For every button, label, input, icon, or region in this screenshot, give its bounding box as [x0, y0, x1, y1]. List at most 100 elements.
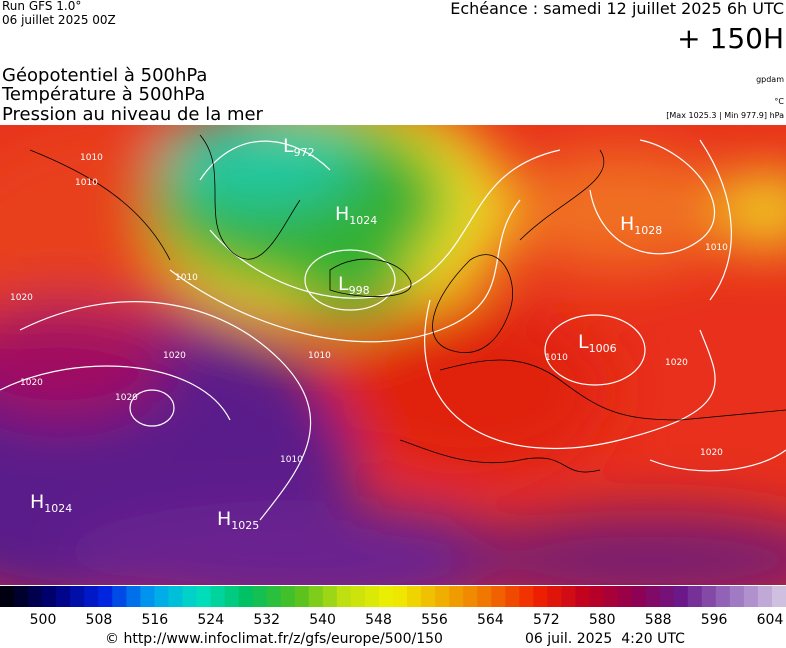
center-letter: H [335, 203, 349, 225]
colorbar-cell [280, 586, 296, 607]
center-value: 1006 [589, 342, 617, 355]
colorbar-cell [140, 586, 155, 607]
colorbar-cell [266, 586, 282, 607]
footer-date: 06 juil. 2025 4:20 UTC [525, 631, 685, 647]
colorbar-cell [463, 586, 478, 607]
svg-text:H1025: H1025 [217, 508, 259, 532]
colorbar-cell [364, 586, 380, 607]
colorbar-cell [477, 586, 492, 607]
svg-text:L1006: L1006 [578, 331, 617, 355]
colorbar-cell [659, 586, 675, 607]
svg-text:H1028: H1028 [620, 213, 662, 237]
isobar-label: 1010 [175, 273, 198, 283]
colorbar-cell [182, 586, 197, 607]
colorbar-cell [84, 586, 99, 607]
colorbar-cell [743, 586, 759, 607]
colorbar-cell [98, 586, 113, 607]
colorbar-cell [617, 586, 633, 607]
map [0, 125, 786, 585]
colorbar-cell [14, 586, 29, 607]
center-letter: L [283, 135, 294, 157]
svg-text:L998: L998 [338, 273, 370, 297]
colorbar-cell [252, 586, 268, 607]
colorbar-cell [196, 586, 212, 607]
svg-text:H1024: H1024 [335, 203, 377, 227]
center-letter: H [30, 491, 44, 513]
isobar-label: 1010 [80, 153, 103, 163]
colorbar-cell [308, 586, 324, 607]
colorbar-cell [224, 586, 240, 607]
colorbar-cell [294, 586, 310, 607]
colorbar-cell [168, 586, 183, 607]
center-value: 972 [294, 146, 315, 159]
isobar-label: 1020 [665, 358, 688, 368]
field: Géopotentiel à 500hPa [2, 65, 207, 86]
center-letter: L [578, 331, 589, 353]
isobar-label: 1020 [20, 378, 43, 388]
center-letter: L [338, 273, 349, 295]
isobar-label: 1020 [115, 393, 138, 403]
center-value: 998 [349, 284, 370, 297]
colorbar-label: 516 [141, 612, 168, 628]
colorbar-cell [631, 586, 647, 607]
isobar-label: 1020 [10, 293, 33, 303]
run-date: 06 juillet 2025 00Z [2, 13, 116, 27]
colorbar-cell [729, 586, 745, 607]
colorbar-label: 540 [309, 612, 336, 628]
colorbar-label: 596 [701, 612, 728, 628]
colorbar-label: 524 [197, 612, 224, 628]
isobar-label: 1010 [705, 243, 728, 253]
colorbar-cell [56, 586, 71, 607]
colorbar-cell [378, 586, 394, 607]
colorbar-cell [42, 586, 57, 607]
colorbar-label: 556 [421, 612, 448, 628]
center-value: 1024 [44, 502, 72, 515]
isobar-label: 1010 [545, 353, 568, 363]
colorbar-cell [407, 586, 422, 607]
field: Température à 500hPa [1, 84, 205, 105]
colorbar-cell [771, 586, 786, 607]
colorbar-label: 572 [533, 612, 560, 628]
isobar-label: 1010 [75, 178, 98, 188]
colorbar-label: 532 [253, 612, 280, 628]
colorbar-cell [533, 586, 548, 607]
center-value: 1024 [349, 214, 377, 227]
unit: °C [774, 97, 784, 106]
colorbar-cell [645, 586, 661, 607]
center-value: 1025 [231, 519, 259, 532]
colorbar-cell [112, 586, 127, 607]
center-letter: H [217, 508, 231, 530]
colorbar-cell [673, 586, 689, 607]
colorbar-cell [393, 586, 408, 607]
unit: [Max 1025.3 | Min 977.9] hPa [666, 111, 784, 120]
svg-text:L972: L972 [283, 135, 315, 159]
colorbar-label: 564 [477, 612, 504, 628]
colorbar-cell [757, 586, 773, 607]
colorbar-cell [126, 586, 141, 607]
colorbar-cell [0, 586, 15, 607]
colorbar-cell [687, 586, 703, 607]
colorbar-label: 604 [757, 612, 784, 628]
svg-text:H1024: H1024 [30, 491, 72, 515]
colorbar-label: 548 [365, 612, 392, 628]
colorbar-label: 508 [86, 612, 113, 628]
isobar-label: 1010 [280, 455, 303, 465]
unit: gpdam [756, 75, 784, 84]
colorbar-cell [589, 586, 605, 607]
colorbar-cell [547, 586, 562, 607]
colorbar-cell [154, 586, 169, 607]
colorbar-cell [322, 586, 338, 607]
colorbar-cell [561, 586, 576, 607]
colorbar-cell [491, 586, 506, 607]
colorbar-cell [421, 586, 436, 607]
field: Pression au niveau de la mer [2, 104, 264, 125]
colorbar-cell [238, 586, 254, 607]
run: Run GFS 1.0° [2, 0, 81, 13]
colorbar-cell [701, 586, 717, 607]
colorbar-cell [575, 586, 590, 607]
colorbar-cell [505, 586, 520, 607]
echeance: Echéance : samedi 12 juillet 2025 6h UTC [450, 0, 784, 18]
lead-time: + 150H [677, 22, 784, 55]
colorbar-cell [70, 586, 85, 607]
